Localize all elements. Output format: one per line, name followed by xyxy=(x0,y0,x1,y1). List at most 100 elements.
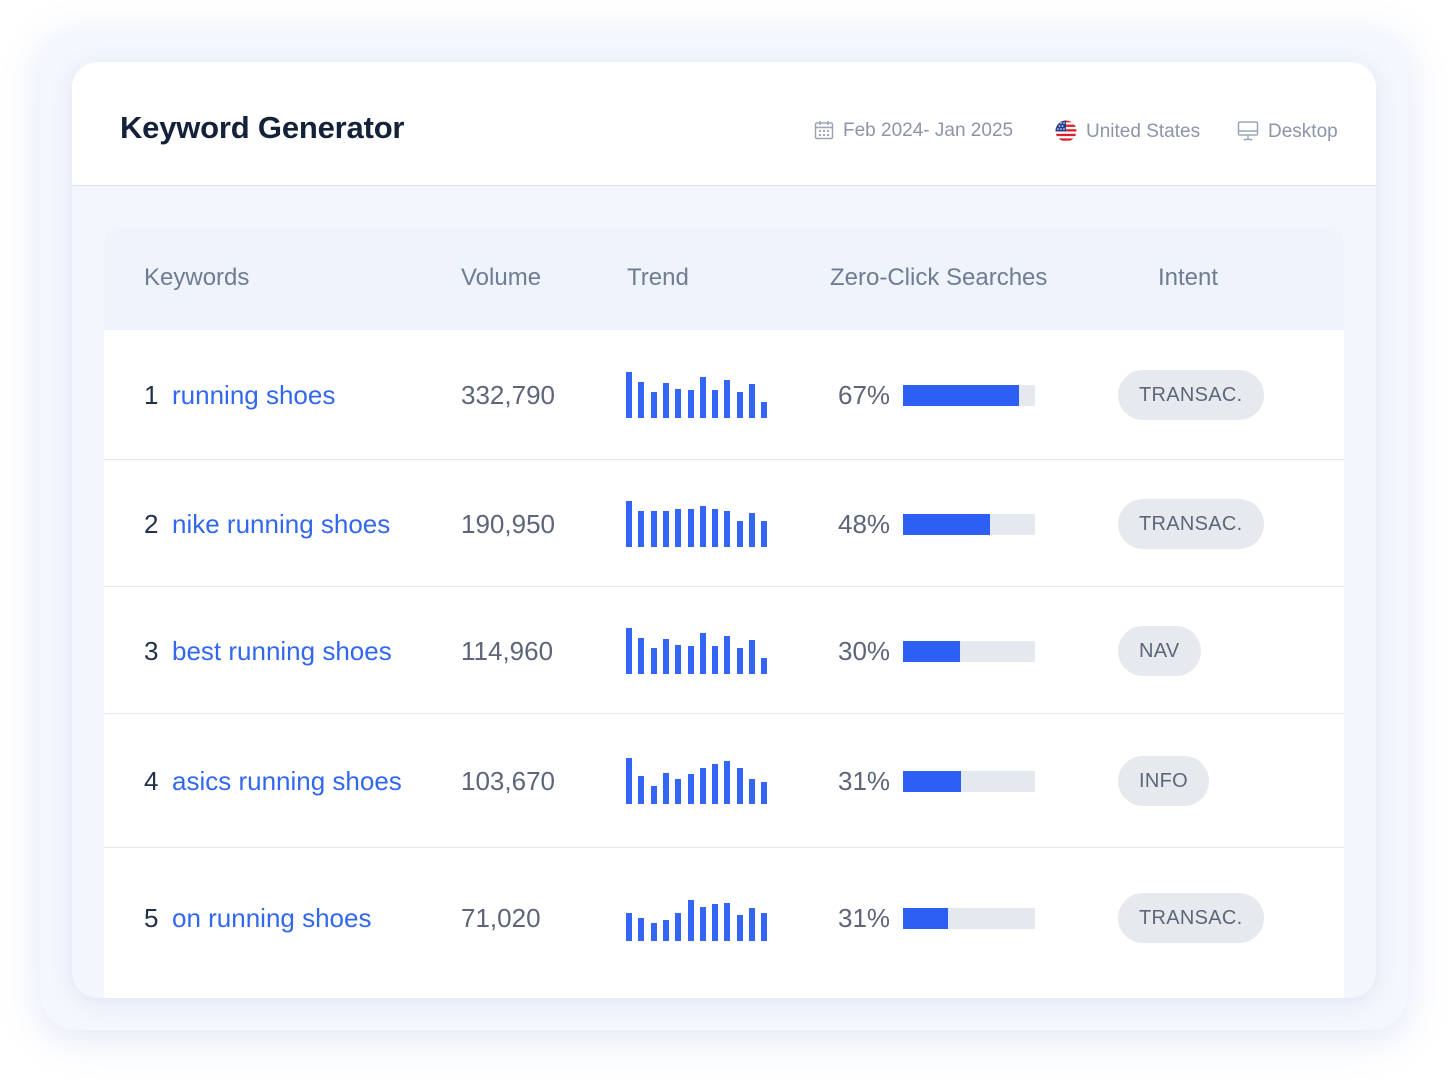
trend-bar xyxy=(712,645,719,674)
column-header-volume[interactable]: Volume xyxy=(461,264,542,291)
us-flag-icon xyxy=(1055,120,1077,142)
keyword-link[interactable]: asics running shoes xyxy=(172,766,402,796)
trend-bar xyxy=(638,510,645,547)
zero-click-progress-track xyxy=(903,513,1035,535)
trend-bar xyxy=(650,786,657,804)
trend-bar xyxy=(675,389,682,418)
device-label: Desktop xyxy=(1268,120,1338,142)
trend-bar xyxy=(687,508,694,547)
zero-click-progress-fill xyxy=(903,385,1020,406)
column-header-trend[interactable]: Trend xyxy=(627,264,689,291)
country-filter[interactable]: United States xyxy=(1055,120,1200,142)
table-row[interactable]: 5 on running shoes 71,020 31% TRANSAC. xyxy=(104,848,1344,988)
table-row[interactable]: 4 asics running shoes 103,670 31% INFO xyxy=(104,714,1344,848)
table-row[interactable]: 1 running shoes 332,790 67% TRANSAC. xyxy=(104,330,1344,460)
trend-bar xyxy=(675,913,682,941)
trend-bar xyxy=(626,500,632,547)
device-filter[interactable]: Desktop xyxy=(1237,120,1338,142)
intent-label: TRANSAC. xyxy=(1139,512,1243,535)
intent-badge: TRANSAC. xyxy=(1118,498,1264,549)
row-rank: 2 xyxy=(144,508,159,539)
card-header: Keyword Generator Feb 2024- Jan 2025 xyxy=(72,62,1376,186)
trend-bar xyxy=(662,383,669,418)
trend-bar xyxy=(724,761,731,804)
trend-bar xyxy=(712,904,719,941)
trend-bar xyxy=(687,774,694,804)
trend-bar xyxy=(662,638,669,674)
trend-bar xyxy=(749,639,755,674)
row-rank: 1 xyxy=(144,380,159,410)
trend-bar xyxy=(675,644,682,674)
zero-click-progress-fill xyxy=(903,640,960,662)
trend-sparkline xyxy=(626,626,771,674)
intent-badge: TRANSAC. xyxy=(1118,893,1264,943)
trend-bar xyxy=(699,377,706,418)
trend-sparkline xyxy=(626,756,771,804)
trend-bar xyxy=(675,779,682,804)
trend-bar xyxy=(724,635,731,674)
trend-bar xyxy=(712,508,719,547)
trend-bar xyxy=(712,764,719,804)
volume-value: 103,670 xyxy=(461,766,555,796)
trend-bar xyxy=(749,908,755,941)
zero-click-percent: 48% xyxy=(838,508,891,539)
keyword-link[interactable]: running shoes xyxy=(172,380,336,410)
zero-click-progress-track xyxy=(903,640,1035,662)
trend-bar xyxy=(626,372,632,418)
volume-value: 190,950 xyxy=(461,508,555,539)
trend-sparkline xyxy=(626,893,771,941)
trend-bar xyxy=(650,647,657,674)
zero-click-percent: 30% xyxy=(838,635,891,666)
row-rank: 3 xyxy=(144,635,159,666)
trend-bar xyxy=(724,903,731,941)
table-row[interactable]: 3 best running shoes 114,960 30% NAV xyxy=(104,587,1344,714)
trend-bar xyxy=(761,520,768,547)
trend-bar xyxy=(712,390,719,418)
country-label: United States xyxy=(1086,120,1201,142)
trend-bar xyxy=(650,923,657,941)
trend-bar xyxy=(749,384,755,418)
intent-label: TRANSAC. xyxy=(1139,384,1243,406)
trend-bar xyxy=(749,512,755,547)
trend-bar xyxy=(687,390,694,418)
table-row[interactable]: 2 nike running shoes 190,950 48% TRANSAC… xyxy=(104,460,1344,587)
date-range-label: Feb 2024- Jan 2025 xyxy=(843,119,1014,141)
column-header-keywords[interactable]: Keywords xyxy=(144,264,250,291)
trend-bar xyxy=(736,768,743,804)
keyword-link[interactable]: best running shoes xyxy=(172,635,392,666)
keyword-link[interactable]: on running shoes xyxy=(172,903,372,933)
keyword-link[interactable]: nike running shoes xyxy=(172,508,391,539)
trend-bar xyxy=(736,915,743,941)
volume-value: 114,960 xyxy=(461,635,554,666)
trend-bar xyxy=(662,773,669,804)
volume-value: 332,790 xyxy=(461,380,555,410)
trend-bar xyxy=(736,520,743,547)
zero-click-progress-fill xyxy=(903,908,948,929)
trend-bar xyxy=(749,779,755,804)
trend-bar xyxy=(761,913,768,941)
column-header-intent[interactable]: Intent xyxy=(1158,264,1219,291)
trend-bar xyxy=(699,768,706,804)
trend-bar xyxy=(724,380,731,418)
page-title: Keyword Generator xyxy=(120,110,405,145)
trend-bar xyxy=(638,382,645,418)
trend-bar xyxy=(699,907,706,941)
zero-click-progress-fill xyxy=(903,771,962,792)
zero-click-percent: 31% xyxy=(838,766,891,796)
trend-bar xyxy=(699,505,706,547)
intent-badge: TRANSAC. xyxy=(1118,370,1264,420)
trend-bar xyxy=(761,782,768,804)
trend-bar xyxy=(626,913,632,941)
trend-sparkline xyxy=(626,370,771,418)
trend-bar xyxy=(761,657,768,674)
trend-bar xyxy=(687,645,694,674)
column-header-zero-click[interactable]: Zero-Click Searches xyxy=(830,264,1048,291)
table-header: Keywords Volume Trend Zero-Click Searche… xyxy=(104,228,1344,330)
zero-click-progress-track xyxy=(903,385,1035,406)
keyword-generator-card: Keyword Generator Feb 2024- Jan 2025 xyxy=(72,62,1376,998)
date-range-filter[interactable]: Feb 2024- Jan 2025 xyxy=(814,120,1013,140)
intent-label: TRANSAC. xyxy=(1139,907,1243,929)
trend-bar xyxy=(638,637,645,674)
calendar-icon xyxy=(814,120,834,140)
zero-click-progress-fill xyxy=(903,513,991,535)
